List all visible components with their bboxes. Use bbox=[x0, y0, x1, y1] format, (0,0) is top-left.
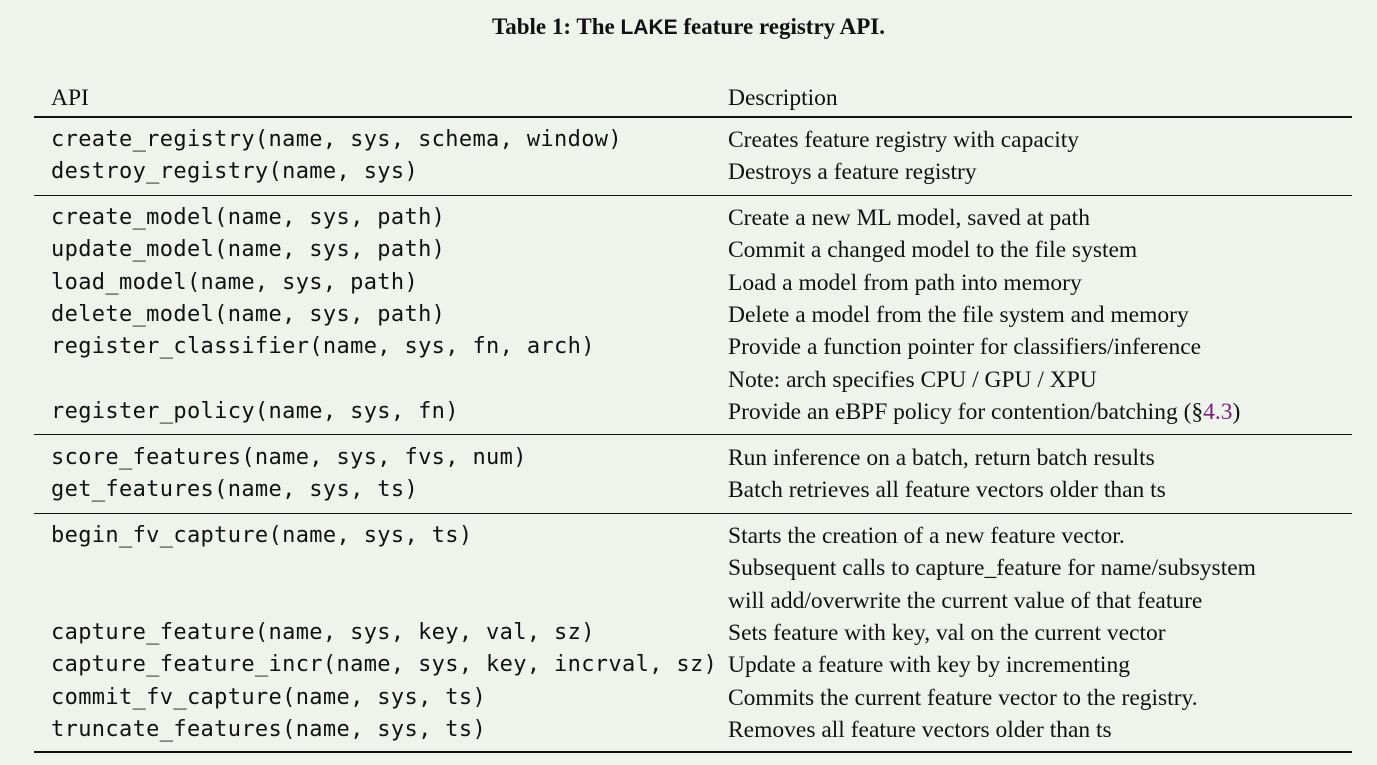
table-row-description: Update a feature with key by incrementin… bbox=[728, 652, 1130, 678]
table-row-api: load_model(name, sys, path) bbox=[51, 270, 419, 295]
group-rule bbox=[34, 513, 1352, 515]
table-row-api: delete_model(name, sys, path) bbox=[51, 302, 446, 327]
table-row-api: truncate_features(name, sys, ts) bbox=[51, 717, 487, 742]
table-row-description: Starts the creation of a new feature vec… bbox=[728, 523, 1125, 549]
table-row-api: register_policy(name, sys, fn) bbox=[51, 399, 459, 424]
table-row-api: commit_fv_capture(name, sys, ts) bbox=[51, 685, 487, 710]
table-caption: Table 1: The LAKE feature registry API. bbox=[0, 14, 1377, 40]
column-header-description: Description bbox=[728, 85, 838, 111]
table-row-api: capture_feature(name, sys, key, val, sz) bbox=[51, 620, 595, 645]
table-row-description: Provide an eBPF policy for contention/ba… bbox=[728, 396, 1240, 428]
table-row-description: Batch retrieves all feature vectors olde… bbox=[728, 477, 1166, 503]
table-row-api: update_model(name, sys, path) bbox=[51, 237, 446, 262]
table-row-api: score_features(name, sys, fvs, num) bbox=[51, 445, 527, 470]
description-text: Provide an eBPF policy for contention/ba… bbox=[728, 399, 1204, 425]
table-row-description: Commits the current feature vector to th… bbox=[728, 685, 1198, 711]
table-row-api: capture_feature_incr(name, sys, key, inc… bbox=[51, 652, 718, 677]
table-row-api: create_registry(name, sys, schema, windo… bbox=[51, 127, 622, 152]
table-row-description-continued: Note: arch specifies CPU / GPU / XPU bbox=[728, 367, 1097, 393]
table-row-description-continued: Subsequent calls to capture_feature for … bbox=[728, 555, 1256, 581]
table-row-description: Load a model from path into memory bbox=[728, 270, 1082, 296]
group-rule bbox=[34, 195, 1352, 197]
header-rule bbox=[34, 116, 1352, 118]
table-row-description: Destroys a feature registry bbox=[728, 159, 977, 185]
table-row-api: create_model(name, sys, path) bbox=[51, 205, 446, 230]
description-text-end: ) bbox=[1232, 399, 1241, 425]
group-rule bbox=[34, 434, 1352, 436]
caption-prefix: Table 1: The bbox=[491, 14, 621, 39]
bottom-rule bbox=[34, 751, 1352, 753]
table-row-description: Create a new ML model, saved at path bbox=[728, 205, 1090, 231]
caption-system-name: LAKE bbox=[620, 16, 678, 39]
column-header-api: API bbox=[51, 85, 89, 111]
table-row-description: Run inference on a batch, return batch r… bbox=[728, 445, 1155, 471]
table-row-api: get_features(name, sys, ts) bbox=[51, 477, 419, 502]
table-row-description: Commit a changed model to the file syste… bbox=[728, 237, 1138, 263]
table-row-api: register_classifier(name, sys, fn, arch) bbox=[51, 334, 595, 359]
table-row-description: Creates feature registry with capacity bbox=[728, 127, 1080, 153]
table-row-description: Delete a model from the file system and … bbox=[728, 302, 1189, 328]
table-row-api: destroy_registry(name, sys) bbox=[51, 159, 419, 184]
table-row-description: Provide a function pointer for classifie… bbox=[728, 334, 1202, 360]
caption-suffix: feature registry API. bbox=[677, 14, 885, 39]
table-row-description: Sets feature with key, val on the curren… bbox=[728, 620, 1166, 646]
table-row-api: begin_fv_capture(name, sys, ts) bbox=[51, 523, 473, 548]
table-row-description: Removes all feature vectors older than t… bbox=[728, 717, 1112, 743]
section-reference-link[interactable]: 4.3 bbox=[1203, 399, 1233, 425]
table-row-description-continued: will add/overwrite the current value of … bbox=[728, 588, 1203, 614]
